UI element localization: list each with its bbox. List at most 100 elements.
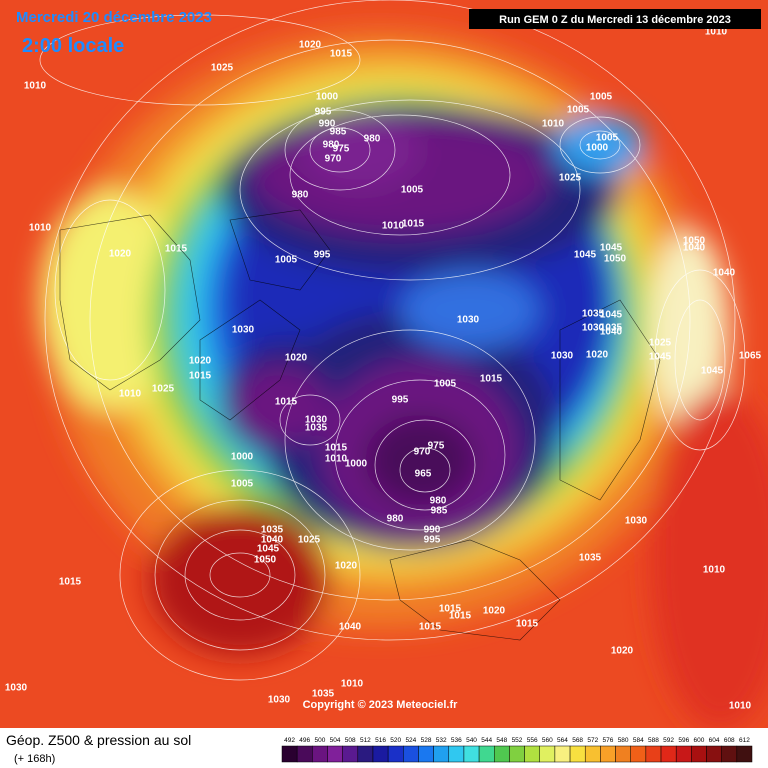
scale-swatch	[357, 745, 374, 763]
scale-swatch	[387, 745, 404, 763]
isobar-label: 1015	[402, 219, 425, 230]
scale-label: 608	[724, 737, 735, 744]
scale-swatch	[327, 745, 343, 763]
isobar-label: 1020	[611, 646, 634, 657]
isobar-label: 995	[392, 395, 409, 406]
scale-swatch	[296, 745, 313, 763]
scale-swatch	[433, 745, 450, 763]
isobar-label: 1000	[231, 452, 254, 463]
isobar-label: 1035	[305, 423, 328, 434]
isobar-label: 980	[323, 140, 340, 151]
scale-label: 516	[375, 737, 386, 744]
isobar-label: 1030	[625, 516, 648, 527]
scale-label: 492	[284, 737, 295, 744]
isobar-label: 1015	[165, 244, 188, 255]
isobar-label: 1010	[705, 27, 728, 38]
isobar-label: 1045	[257, 544, 280, 555]
scale-swatch	[736, 745, 753, 763]
isobar-labels: 1020101510251010100099599098598098097597…	[5, 27, 762, 712]
isobar-label: 1030	[232, 325, 255, 336]
isobar-label: 1025	[649, 338, 672, 349]
scale-swatch	[448, 745, 465, 763]
scale-label: 556	[527, 737, 538, 744]
run-info: Run GEM 0 Z du Mercredi 13 décembre 2023	[499, 14, 731, 26]
isobar-label: 985	[431, 506, 448, 517]
isobar-label: 1010	[325, 454, 348, 465]
scale-swatch	[721, 745, 738, 763]
scale-label: 600	[694, 737, 705, 744]
product-title: Géop. Z500 & pression au sol	[6, 732, 191, 748]
isobar-label: 1015	[275, 397, 298, 408]
isobar-label: 1000	[345, 459, 368, 470]
isobar-label: 1005	[275, 255, 298, 266]
isobar-label: 1000	[316, 92, 339, 103]
scale-label: 496	[299, 737, 310, 744]
scale-swatch	[569, 745, 586, 763]
scale-swatch	[554, 745, 571, 763]
scale-label: 528	[421, 737, 432, 744]
isobar-label: 1020	[299, 40, 322, 51]
isobar-label: 1030	[305, 415, 328, 426]
isobar-label: 1035	[600, 323, 623, 334]
scale-label: 612	[739, 737, 750, 744]
scale-swatch	[706, 745, 722, 763]
scale-label: 584	[633, 737, 644, 744]
scale-label: 596	[678, 737, 689, 744]
isobar-label: 1040	[683, 243, 706, 254]
isobar-label: 1000	[586, 143, 609, 154]
isobar-label: 1010	[341, 679, 364, 690]
isobar-label: 1010	[119, 389, 142, 400]
scale-label: 592	[663, 737, 674, 744]
isobar-label: 1015	[59, 577, 82, 588]
scale-swatch	[675, 745, 692, 763]
scale-label: 572	[587, 737, 598, 744]
lead-time: (+ 168h)	[14, 753, 55, 765]
scale-swatch	[312, 745, 328, 763]
isobar-label: 1020	[189, 356, 212, 367]
scale-swatch	[494, 745, 510, 763]
isobar-label: 1040	[339, 622, 362, 633]
scale-label: 544	[481, 737, 492, 744]
scale-label: 580	[618, 737, 629, 744]
isobar-label: 1025	[211, 63, 234, 74]
isobar-label: 1045	[574, 250, 597, 261]
isobar-label: 1015	[449, 611, 472, 622]
scale-swatch	[660, 745, 677, 763]
scale-label: 500	[314, 737, 325, 744]
scale-swatch	[524, 745, 540, 763]
isobar-label: 1030	[551, 351, 574, 362]
isobar-label: 1020	[285, 353, 308, 364]
isobar-label: 1065	[739, 351, 762, 362]
scale-label: 576	[603, 737, 614, 744]
scale-label: 560	[542, 737, 553, 744]
isobar-label: 1030	[5, 683, 28, 694]
isobar-label: 980	[292, 190, 309, 201]
isobar-label: 1005	[596, 133, 619, 144]
isobar-label: 970	[325, 154, 342, 165]
isobar-label: 1025	[152, 384, 175, 395]
scale-label: 604	[709, 737, 720, 744]
isobar-label: 990	[319, 119, 336, 130]
isobars	[39, 0, 746, 681]
scale-swatch	[630, 745, 647, 763]
scale-swatch	[403, 745, 419, 763]
isobar-label: 1050	[683, 236, 706, 247]
isobar-label: 995	[314, 250, 331, 261]
isobar-label: 1030	[268, 695, 291, 706]
isobar-label: 1025	[298, 535, 321, 546]
isobar-label: 1050	[254, 555, 277, 566]
isobar-label: 1010	[729, 701, 752, 712]
coastlines	[59, 209, 661, 641]
scale-label: 504	[330, 737, 341, 744]
isobar-label: 965	[415, 469, 432, 480]
scale-label: 536	[451, 737, 462, 744]
isobar-label: 1050	[604, 254, 627, 265]
scale-swatch	[463, 745, 480, 763]
isobar-label: 985	[330, 127, 347, 138]
isobar-label: 1035	[582, 309, 605, 320]
isobar-label: 1010	[542, 119, 565, 130]
scale-swatch	[584, 745, 601, 763]
scale-swatch	[418, 745, 434, 763]
isobar-label: 1015	[439, 604, 462, 615]
